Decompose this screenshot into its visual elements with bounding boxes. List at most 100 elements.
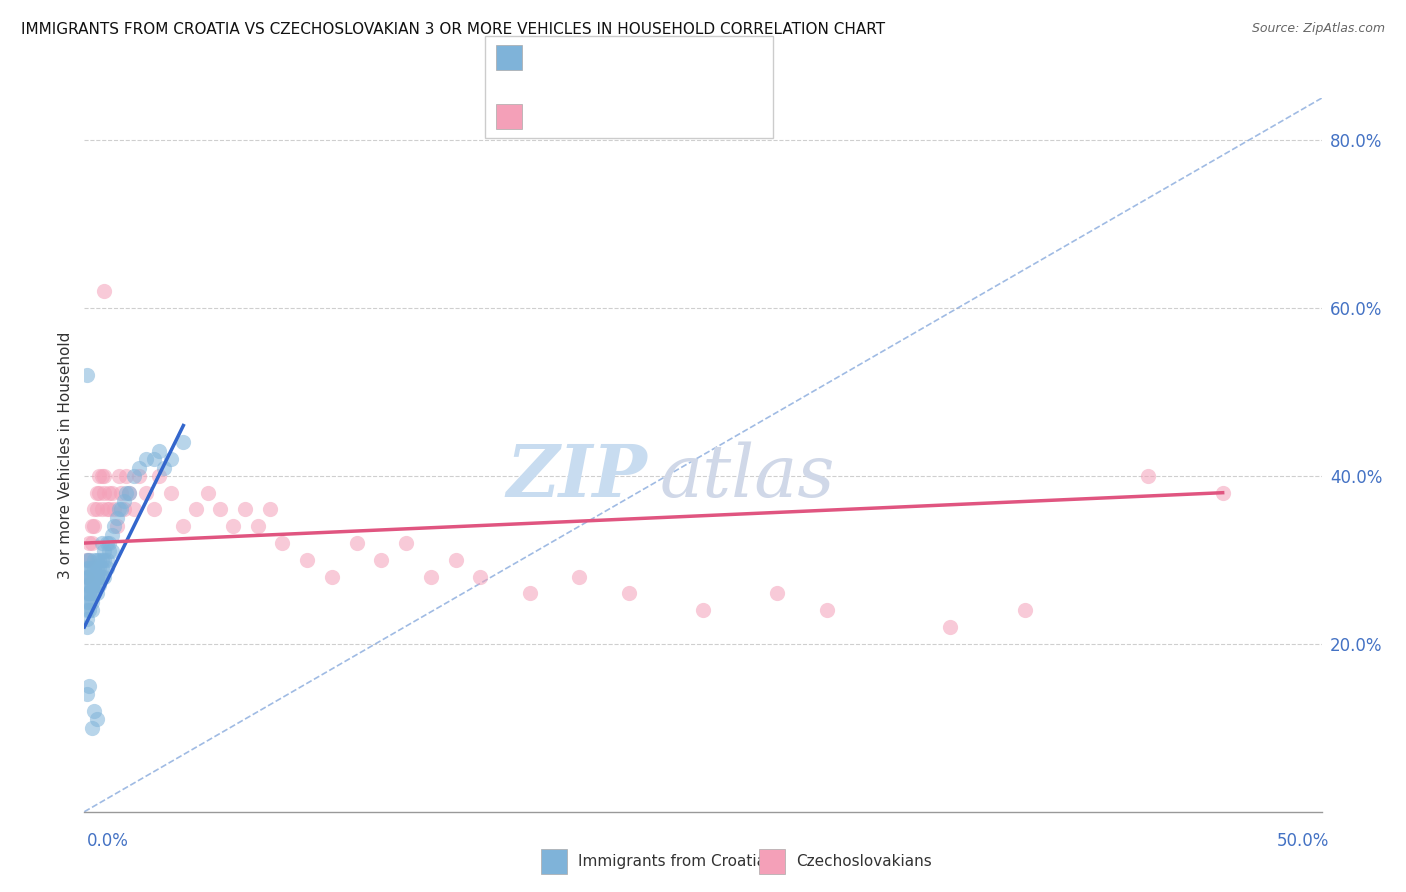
Point	[122, 469, 145, 483]
Point	[83, 704, 105, 718]
Point	[79, 569, 101, 583]
Point	[86, 553, 108, 567]
Point	[83, 578, 105, 592]
Text: R =: R =	[533, 48, 569, 66]
Point	[939, 620, 962, 634]
Point	[89, 469, 111, 483]
Point	[815, 603, 838, 617]
Point	[419, 569, 441, 583]
Point	[98, 502, 121, 516]
Point	[197, 485, 219, 500]
Text: 61: 61	[690, 108, 711, 126]
Y-axis label: 3 or more Vehicles in Household: 3 or more Vehicles in Household	[58, 331, 73, 579]
Point	[83, 553, 105, 567]
Point	[93, 469, 115, 483]
Point	[83, 586, 105, 600]
Point	[259, 502, 281, 516]
Text: ZIP: ZIP	[506, 441, 647, 512]
Point	[233, 502, 256, 516]
Point	[79, 603, 101, 617]
Point	[172, 519, 194, 533]
Point	[76, 612, 98, 626]
Point	[76, 620, 98, 634]
Point	[80, 536, 103, 550]
Point	[90, 553, 112, 567]
Point	[93, 485, 115, 500]
Point	[76, 569, 98, 583]
Point	[112, 502, 135, 516]
Point	[184, 502, 207, 516]
Point	[76, 687, 98, 701]
Point	[444, 553, 467, 567]
Point	[90, 536, 112, 550]
Text: 0.082: 0.082	[579, 108, 627, 126]
Point	[86, 569, 108, 583]
Point	[108, 502, 131, 516]
Point	[346, 536, 368, 550]
Point	[79, 586, 101, 600]
Point	[80, 595, 103, 609]
Point	[96, 553, 118, 567]
Point	[83, 502, 105, 516]
Point	[1137, 469, 1160, 483]
Point	[519, 586, 541, 600]
Point	[76, 553, 98, 567]
Point	[86, 561, 108, 575]
Point	[76, 578, 98, 592]
Point	[142, 452, 165, 467]
Point	[100, 485, 122, 500]
Point	[90, 561, 112, 575]
Point	[692, 603, 714, 617]
Point	[90, 469, 112, 483]
Point	[108, 469, 131, 483]
Point	[103, 519, 125, 533]
Point	[79, 553, 101, 567]
Text: N =: N =	[648, 108, 685, 126]
Text: IMMIGRANTS FROM CROATIA VS CZECHOSLOVAKIAN 3 OR MORE VEHICLES IN HOUSEHOLD CORRE: IMMIGRANTS FROM CROATIA VS CZECHOSLOVAKI…	[21, 22, 886, 37]
Point	[100, 544, 122, 558]
Point	[76, 553, 98, 567]
Point	[96, 536, 118, 550]
Point	[79, 586, 101, 600]
Point	[128, 460, 150, 475]
Point	[96, 561, 118, 575]
Point	[80, 561, 103, 575]
Point	[89, 578, 111, 592]
Point	[103, 502, 125, 516]
Point	[118, 485, 141, 500]
Point	[86, 569, 108, 583]
Text: 0.190: 0.190	[579, 48, 627, 66]
Point	[98, 544, 121, 558]
Text: 50.0%: 50.0%	[1277, 831, 1329, 849]
Point	[79, 578, 101, 592]
Point	[395, 536, 418, 550]
Point	[152, 460, 174, 475]
Point	[148, 469, 170, 483]
Point	[160, 485, 183, 500]
Point	[83, 519, 105, 533]
Point	[80, 586, 103, 600]
Point	[209, 502, 232, 516]
Point	[110, 485, 132, 500]
Point	[172, 435, 194, 450]
Point	[115, 469, 138, 483]
Point	[321, 569, 343, 583]
Point	[93, 569, 115, 583]
Point	[79, 679, 101, 693]
Point	[148, 443, 170, 458]
Point	[80, 603, 103, 617]
Point	[98, 536, 121, 550]
Point	[83, 569, 105, 583]
Point	[80, 578, 103, 592]
Point	[86, 586, 108, 600]
Point	[80, 578, 103, 592]
Point	[83, 569, 105, 583]
Point	[80, 569, 103, 583]
Point	[80, 519, 103, 533]
Point	[76, 569, 98, 583]
Point	[93, 553, 115, 567]
Point	[76, 603, 98, 617]
Point	[89, 553, 111, 567]
Point	[100, 527, 122, 541]
Point	[79, 553, 101, 567]
